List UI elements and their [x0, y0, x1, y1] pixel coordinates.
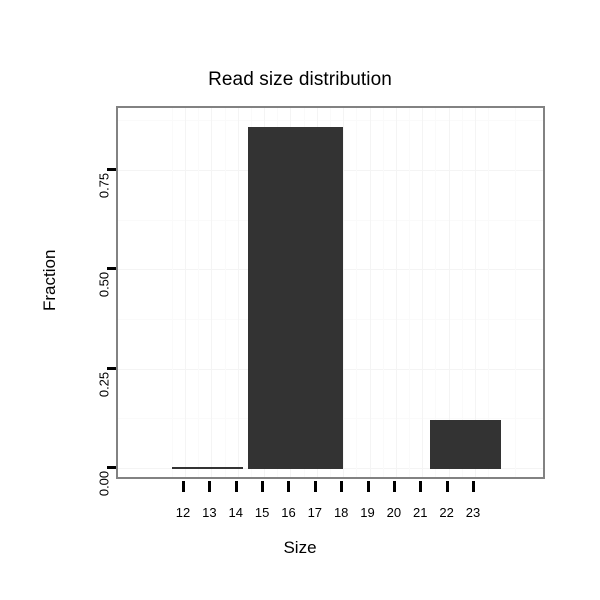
y-axis-tick-label: 0.75 [96, 172, 112, 199]
y-axis-label: Fraction [40, 249, 59, 311]
y-axis-tick-label: 0.25 [96, 371, 112, 397]
x-axis-tick-label: 17 [307, 505, 323, 520]
x-axis-tick-mark [366, 481, 370, 492]
bar [248, 127, 344, 469]
gridline-vertical-minor [356, 108, 358, 477]
y-axis-tick-label: 0.00 [96, 470, 112, 497]
gridline-vertical-major [185, 108, 186, 477]
gridline-vertical-minor [409, 108, 411, 477]
gridline-vertical-minor [171, 108, 173, 477]
x-axis-tick-label: 20 [386, 505, 402, 520]
x-axis-tick-mark [313, 481, 317, 492]
x-axis-tick-label: 12 [175, 505, 191, 520]
plot-area [118, 108, 543, 477]
bar [430, 420, 502, 469]
gridline-vertical-major [237, 108, 239, 477]
x-axis-tick-mark [340, 481, 344, 492]
gridline-vertical-major [211, 108, 213, 477]
gridline-vertical-major [448, 108, 450, 477]
x-axis-tick-label: 19 [360, 505, 375, 520]
x-axis-tick-label: 18 [333, 505, 349, 520]
x-axis-tick-mark [445, 481, 449, 492]
x-axis-tick-mark [234, 481, 238, 492]
x-axis-label: Size [283, 538, 317, 557]
gridline-vertical-major [395, 108, 397, 477]
y-axis-tick-mark [107, 366, 116, 370]
gridline-vertical-major [475, 108, 476, 477]
x-axis-tick-label: 14 [228, 505, 243, 520]
x-axis-tick-label: 13 [202, 505, 217, 520]
gridline-vertical-minor [224, 108, 226, 477]
gridline-vertical-minor [514, 108, 516, 477]
plot-panel [116, 106, 545, 479]
gridline-vertical-minor [461, 108, 463, 477]
x-axis-tick-label: 16 [281, 505, 296, 520]
x-axis-tick-mark [261, 481, 265, 492]
x-axis-tick-mark [472, 481, 475, 492]
x-axis-tick-label: 21 [413, 505, 428, 520]
gridline-vertical-minor [198, 108, 200, 477]
gridline-vertical-minor [382, 108, 384, 477]
chart-title: Read size distribution [208, 69, 392, 90]
x-axis-tick-label: 22 [439, 505, 454, 520]
y-axis-tick-label: 0.50 [96, 272, 112, 298]
x-axis-tick-label: 23 [465, 505, 481, 520]
x-axis-tick-mark [392, 481, 396, 492]
gridline-vertical-major [343, 108, 345, 477]
x-axis-tick-label: 15 [254, 505, 270, 520]
gridline-vertical-major [369, 108, 371, 477]
x-axis-tick-mark [182, 481, 185, 492]
y-axis-tick-mark [107, 466, 116, 469]
y-axis-tick-mark [107, 168, 116, 171]
gridline-vertical-minor [435, 108, 437, 477]
gridline-vertical-minor [488, 108, 490, 477]
x-axis-tick-mark [419, 481, 423, 492]
y-axis-tick-mark [107, 267, 116, 271]
bar [171, 467, 243, 469]
x-axis-tick-mark [287, 481, 291, 492]
gridline-vertical-major [422, 108, 424, 477]
x-axis-tick-mark [208, 481, 212, 492]
